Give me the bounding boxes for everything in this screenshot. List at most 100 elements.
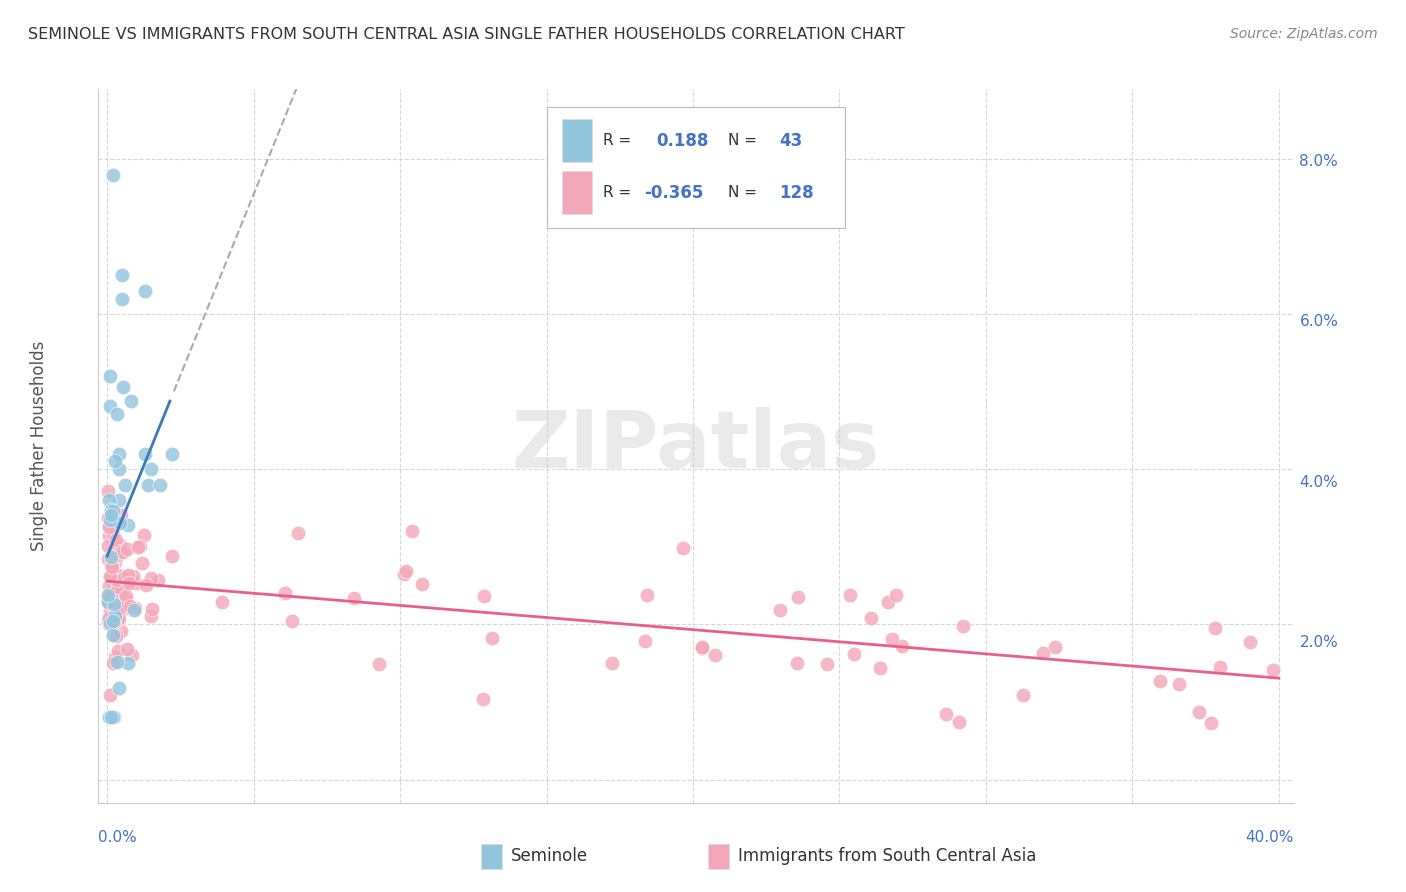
Point [634,634,657,648]
Point [105,549,128,564]
Point [104,609,127,624]
Point [100,574,122,588]
Point [1043,640,1066,654]
Point [101,614,124,628]
Point [1239,635,1261,649]
Point [935,706,957,721]
Point [100,569,122,583]
Point [769,603,792,617]
Point [112,545,135,559]
Point [110,624,132,638]
Point [101,656,124,670]
Point [1201,715,1223,730]
Point [815,657,838,672]
Point [395,565,418,579]
Text: N =: N = [728,186,758,200]
Point [101,710,124,724]
Point [100,595,122,609]
Point [103,504,125,518]
Point [273,586,295,600]
Text: R =: R = [603,133,631,148]
Point [97,591,120,605]
Text: 0.0%: 0.0% [98,830,138,845]
Point [103,618,125,632]
Point [105,407,128,421]
Point [401,524,423,538]
Point [114,591,136,606]
Point [838,588,860,602]
Point [104,604,127,618]
Text: 128: 128 [779,184,814,202]
Point [108,681,131,696]
Text: Single Father Households: Single Father Households [30,341,48,551]
Point [104,513,127,527]
Point [148,573,170,587]
Point [1032,646,1054,660]
Bar [709,844,730,869]
Point [120,599,142,614]
Point [948,715,970,730]
Point [108,493,131,508]
Point [103,549,125,564]
Point [100,710,122,724]
Point [101,599,124,614]
Point [671,541,693,556]
Point [97,539,120,553]
Point [120,394,142,409]
Point [367,657,389,671]
Point [101,710,124,724]
Text: Seminole: Seminole [510,847,588,865]
Point [97,616,120,631]
Point [149,477,172,491]
Point [160,549,183,564]
Point [104,568,127,582]
Point [1204,621,1226,635]
Point [108,516,131,530]
Point [101,560,124,574]
Point [98,603,121,617]
Point [786,656,808,670]
Point [97,588,120,602]
Point [108,611,131,625]
Point [281,614,304,628]
Point [104,454,127,468]
Point [471,692,494,706]
Point [98,710,121,724]
Point [117,656,139,670]
Point [100,558,122,573]
Point [869,661,891,675]
Point [110,544,132,558]
Point [692,640,714,655]
Point [98,578,121,592]
Bar [562,171,592,214]
Point [111,268,134,283]
Point [118,575,141,590]
Point [141,571,163,585]
FancyBboxPatch shape [547,107,845,228]
Point [1261,663,1284,677]
Text: Immigrants from South Central Asia: Immigrants from South Central Asia [738,847,1036,865]
Point [112,571,135,585]
Point [97,593,120,607]
Point [98,688,121,702]
Point [787,590,810,604]
Point [103,615,125,630]
Point [103,597,125,611]
Text: 6.0%: 6.0% [1299,314,1339,329]
Point [952,619,974,633]
Point [135,577,157,591]
Text: R =: R = [603,186,631,200]
Point [111,292,134,306]
Point [472,590,495,604]
Point [1012,688,1035,702]
Point [844,647,866,661]
Point [101,504,124,518]
Point [117,517,139,532]
Point [103,526,125,541]
Bar [481,844,502,869]
Point [1209,659,1232,673]
Point [112,380,135,394]
Point [481,632,503,646]
Text: Source: ZipAtlas.com: Source: ZipAtlas.com [1230,27,1378,41]
Point [1188,705,1211,719]
